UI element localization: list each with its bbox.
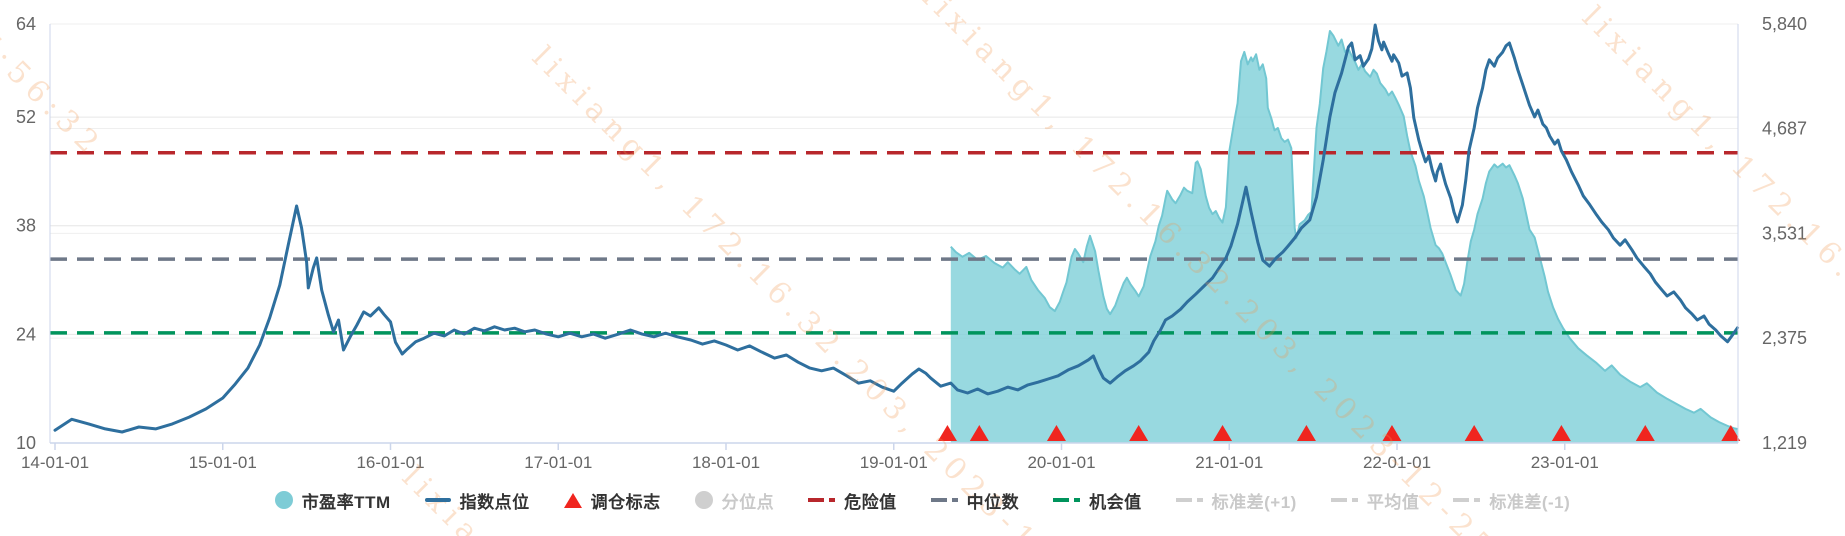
legend-label: 标准差(-1) — [1489, 492, 1571, 512]
x-axis-label: 19-01-01 — [860, 453, 928, 472]
dashed-line-marker-icon — [1175, 498, 1203, 502]
rebalance-triangle[interactable] — [1129, 425, 1149, 441]
y-axis-right-label: 3,531 — [1762, 223, 1807, 243]
rebalance-triangle[interactable] — [969, 425, 989, 441]
y-axis-left-label: 52 — [16, 107, 36, 127]
y-axis-left-label: 24 — [16, 324, 36, 344]
legend-item-指数点位[interactable]: 指数点位 — [424, 488, 530, 513]
triangle-marker-icon — [563, 492, 582, 508]
dashed-line-marker-icon — [1330, 498, 1358, 502]
legend-item-标准差(-1)[interactable]: 标准差(-1) — [1453, 488, 1570, 513]
y-axis-left-label: 10 — [16, 433, 36, 453]
dashed-line-marker-icon — [1053, 498, 1081, 502]
circle-marker-icon — [694, 491, 713, 509]
x-axis-label: 14-01-01 — [21, 453, 89, 472]
x-axis-label: 15-01-01 — [189, 453, 257, 472]
y-axis-right-label: 2,375 — [1762, 328, 1807, 348]
dashed-line-marker-icon — [930, 498, 958, 502]
legend-label: 指数点位 — [459, 492, 530, 512]
x-axis-label: 18-01-01 — [692, 453, 760, 472]
chart-legend: 市盈率TTM 指数点位 调仓标志 分位点 危险值 中位数 机会值 标准差(+1) 平均值 标准差(… — [0, 478, 1845, 522]
x-axis-label: 20-01-01 — [1027, 453, 1095, 472]
legend-item-标准差(+1)[interactable]: 标准差(+1) — [1175, 488, 1297, 513]
y-axis-right-label: 5,840 — [1762, 14, 1807, 34]
legend-item-调仓标志[interactable]: 调仓标志 — [563, 488, 661, 513]
rebalance-triangle[interactable] — [1721, 425, 1741, 441]
line-marker-icon — [424, 498, 451, 502]
legend-label: 市盈率TTM — [301, 492, 391, 512]
rebalance-triangle[interactable] — [1551, 425, 1571, 441]
rebalance-triangle[interactable] — [1635, 425, 1655, 441]
legend-item-平均值[interactable]: 平均值 — [1330, 488, 1420, 513]
chart-canvas: 10 24 38 52 64 1,219 2,375 3,531 4,687 5,840 14-01… — [16, 14, 1807, 472]
y-axis-right-label: 1,219 — [1762, 433, 1807, 453]
dashed-line-marker-icon — [808, 498, 836, 502]
rebalance-triangle[interactable] — [1213, 425, 1233, 441]
rebalance-triangle[interactable] — [1296, 425, 1316, 441]
legend-label: 调仓标志 — [590, 492, 661, 512]
x-axis-label: 23-01-01 — [1531, 453, 1599, 472]
rebalance-triangle[interactable] — [1382, 425, 1402, 441]
legend-label: 标准差(+1) — [1211, 492, 1297, 512]
pe-ttm-area[interactable] — [950, 31, 1738, 443]
legend-item-市盈率TTM[interactable]: 市盈率TTM — [274, 488, 391, 513]
dashed-line-marker-icon — [1453, 498, 1481, 502]
legend-label: 机会值 — [1089, 492, 1142, 512]
x-axis-label: 17-01-01 — [524, 453, 592, 472]
y-axis-right-label: 4,687 — [1762, 119, 1807, 139]
pe-ttm-area-edge — [950, 30, 1738, 430]
legend-item-危险值[interactable]: 危险值 — [808, 488, 897, 513]
circle-marker-icon — [274, 491, 293, 509]
legend-label: 危险值 — [844, 492, 897, 512]
y-axis-left-label: 64 — [16, 14, 36, 34]
x-axis-label: 21-01-01 — [1195, 453, 1263, 472]
legend-label: 分位点 — [721, 492, 775, 512]
x-axis-label: 22-01-01 — [1363, 453, 1431, 472]
legend-label: 平均值 — [1366, 492, 1420, 512]
rebalance-triangle[interactable] — [1046, 425, 1066, 441]
x-axis-label: 16-01-01 — [356, 453, 424, 472]
legend-item-分位点[interactable]: 分位点 — [694, 488, 775, 513]
legend-item-机会值[interactable]: 机会值 — [1053, 488, 1142, 513]
rebalance-triangle[interactable] — [937, 425, 957, 441]
index-line[interactable] — [53, 23, 1739, 434]
legend-label: 中位数 — [966, 492, 1020, 512]
rebalance-triangle[interactable] — [1464, 425, 1484, 441]
legend-item-中位数[interactable]: 中位数 — [930, 488, 1020, 513]
y-axis-left-label: 38 — [16, 216, 36, 236]
